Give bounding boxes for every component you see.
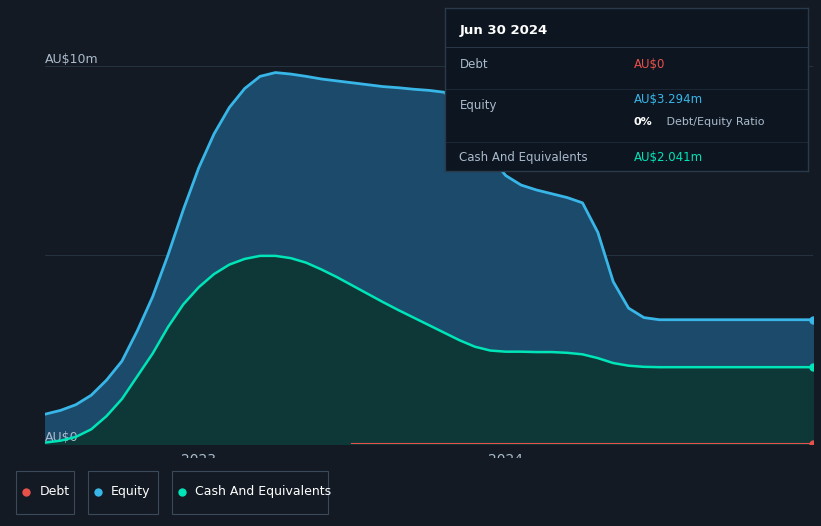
Text: Equity: Equity [460,99,497,112]
Text: Cash And Equivalents: Cash And Equivalents [195,485,332,498]
Text: AU$2.041m: AU$2.041m [634,151,703,165]
Text: 0%: 0% [634,117,653,127]
Text: AU$10m: AU$10m [45,53,99,66]
Text: AU$0: AU$0 [634,58,665,72]
Text: Equity: Equity [111,485,150,498]
Text: AU$0: AU$0 [45,431,79,444]
Text: Debt/Equity Ratio: Debt/Equity Ratio [663,117,764,127]
Text: Jun 30 2024: Jun 30 2024 [460,24,548,37]
FancyBboxPatch shape [172,471,328,514]
FancyBboxPatch shape [88,471,158,514]
Text: Debt: Debt [39,485,70,498]
Text: Cash And Equivalents: Cash And Equivalents [460,151,588,165]
Text: Debt: Debt [460,58,488,72]
FancyBboxPatch shape [16,471,74,514]
Text: AU$3.294m: AU$3.294m [634,93,703,106]
